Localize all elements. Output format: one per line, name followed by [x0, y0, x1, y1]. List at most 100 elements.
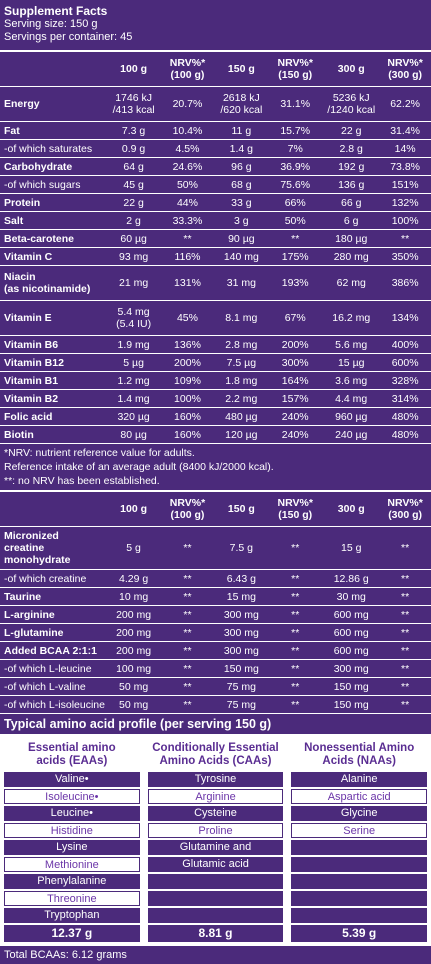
nutrient-value: **	[267, 587, 324, 606]
nutrient-name: -of which sugars	[0, 175, 108, 194]
nutrient-value: 50%	[267, 211, 324, 230]
nutrient-value: 90 µg	[215, 229, 268, 248]
amino-acid-item: Alanine	[291, 772, 428, 787]
nutrient-value: 20.7%	[159, 86, 216, 122]
nutrient-value: 12.86 g	[323, 569, 380, 588]
nutrient-value: 2 g	[107, 211, 160, 230]
nutrient-value: 314%	[379, 389, 431, 408]
nutrient-value: 44%	[159, 193, 216, 212]
nutrient-value: **	[379, 641, 431, 660]
nutrient-name: L-glutamine	[0, 623, 108, 642]
nutrient-value: 200%	[267, 335, 324, 354]
nutrient-value: **	[267, 229, 324, 248]
eaa-column: Essential amino acids (EAAs) Valine• Isoleu…	[4, 738, 140, 944]
naa-column: Nonessential Amino Acids (NAAs) Alanine Asp…	[291, 738, 428, 944]
nutrient-name: Vitamin E	[0, 300, 108, 336]
nutrient-value: 7.5 µg	[215, 353, 268, 372]
nutrient-value: 157%	[267, 389, 324, 408]
table-row: Micronized creatine monohydrate 5 g ** 7.5 g *…	[0, 526, 431, 570]
nutrient-value: 350%	[379, 247, 431, 266]
nutrient-value: **	[379, 605, 431, 624]
amino-profile-title: Typical amino acid profile (per serving …	[4, 717, 272, 731]
column-header: 150 g	[215, 52, 268, 87]
nutrient-value: 15 mg	[215, 587, 268, 606]
nutrient-value: 5236 kJ/1240 kcal	[323, 86, 380, 122]
amino-acid-item: Aspartic acid	[291, 789, 428, 804]
amino-acid-item: Methionine	[4, 857, 140, 872]
nutrient-value: **	[159, 229, 216, 248]
nutrient-value: 24.6%	[159, 157, 216, 176]
amino-blank-cell	[291, 874, 428, 889]
amino-acid-item: Histidine	[4, 823, 140, 838]
nutrient-value: 50%	[159, 175, 216, 194]
nutrient-value: 62 mg	[323, 265, 380, 301]
nutrient-value: 160%	[159, 407, 216, 426]
nutrient-value: 75 mg	[215, 677, 268, 696]
nutrient-value: 6.43 g	[215, 569, 268, 588]
amino-acid-item: Lysine	[4, 840, 140, 855]
nutrient-value: 62.2%	[379, 86, 431, 122]
nutrient-name: Niacin (as nicotinamide)	[0, 265, 108, 301]
amino-acid-item: Proline	[147, 823, 284, 838]
nutrient-name: Taurine	[0, 587, 108, 606]
amino-blank-cell	[147, 908, 284, 923]
column-header: NRV%* (150 g)	[267, 52, 324, 87]
nutrient-value: 50 mg	[107, 677, 160, 696]
nutrient-value: 480%	[379, 425, 431, 444]
amino-acid-item: Glutamine and	[147, 840, 284, 855]
nutrient-value: 7.3 g	[107, 121, 160, 140]
nutrient-value: 180 µg	[323, 229, 380, 248]
nutrient-value: 1.9 mg	[107, 335, 160, 354]
nutrient-value: 66 g	[323, 193, 380, 212]
table-row: Vitamin B2 1.4 mg 100% 2.2 mg 157% 4.4 mg 314%	[0, 389, 431, 408]
facts-title: Supplement Facts	[4, 4, 108, 18]
nutrient-value: 150 mg	[323, 695, 380, 714]
nutrient-value: 109%	[159, 371, 216, 390]
table-row: Vitamin E 5.4 mg (5.4 IU) 45% 8.1 mg 67% 16.2 …	[0, 300, 431, 336]
nutrient-value: 33.3%	[159, 211, 216, 230]
nutrient-value: 8.1 mg	[215, 300, 268, 336]
nutrient-value: 30 mg	[323, 587, 380, 606]
amino-acid-item: Glycine	[291, 806, 428, 821]
nutrient-value: **	[159, 659, 216, 678]
servings-per-container: Servings per container: 45	[4, 31, 133, 43]
nutrient-value: 75 mg	[215, 695, 268, 714]
table-row: L-arginine 200 mg ** 300 mg ** 600 mg **	[0, 605, 431, 624]
amino-acid-item: Valine•	[4, 772, 140, 787]
nutrient-name: Beta-carotene	[0, 229, 108, 248]
nutrient-value: **	[379, 229, 431, 248]
table-row: -of which sugars 45 g 50% 68 g 75.6% 136 g 151…	[0, 175, 431, 194]
nutrient-value: 193%	[267, 265, 324, 301]
nutrient-value: 136%	[159, 335, 216, 354]
nutrient-value: 116%	[159, 247, 216, 266]
note-line: **: no NRV has been established.	[4, 475, 160, 487]
amino-total: 5.39 g	[291, 925, 428, 942]
nutrient-value: 67%	[267, 300, 324, 336]
nutrient-value: 33 g	[215, 193, 268, 212]
amino-acid-item: Threonine	[4, 891, 140, 906]
nutrient-value: 73.8%	[379, 157, 431, 176]
nutrient-value: 132%	[379, 193, 431, 212]
nutrient-value: **	[159, 569, 216, 588]
amino-blank-cell	[147, 874, 284, 889]
amino-acid-item: Tyrosine	[147, 772, 284, 787]
nutrient-value: 480%	[379, 407, 431, 426]
nutrient-value: 2.8 g	[323, 139, 380, 158]
nutrient-value: 2.8 mg	[215, 335, 268, 354]
nutrient-value: 11 g	[215, 121, 268, 140]
amino-blank-cell	[291, 908, 428, 923]
nutrient-value: 200 mg	[107, 641, 160, 660]
column-header	[0, 492, 108, 527]
column-header: 300 g	[323, 52, 380, 87]
nutrient-value: 1.4 mg	[107, 389, 160, 408]
nutrient-value: 120 µg	[215, 425, 268, 444]
nutrient-name: Fat	[0, 121, 108, 140]
nutrient-value: 140 mg	[215, 247, 268, 266]
nutrient-value: 300 mg	[215, 623, 268, 642]
nutrient-name: Energy	[0, 86, 108, 122]
nutrient-value: 0.9 g	[107, 139, 160, 158]
table-row: Vitamin B12 5 µg 200% 7.5 µg 300% 15 µg 600%	[0, 353, 431, 372]
amino-blank-cell	[291, 857, 428, 872]
